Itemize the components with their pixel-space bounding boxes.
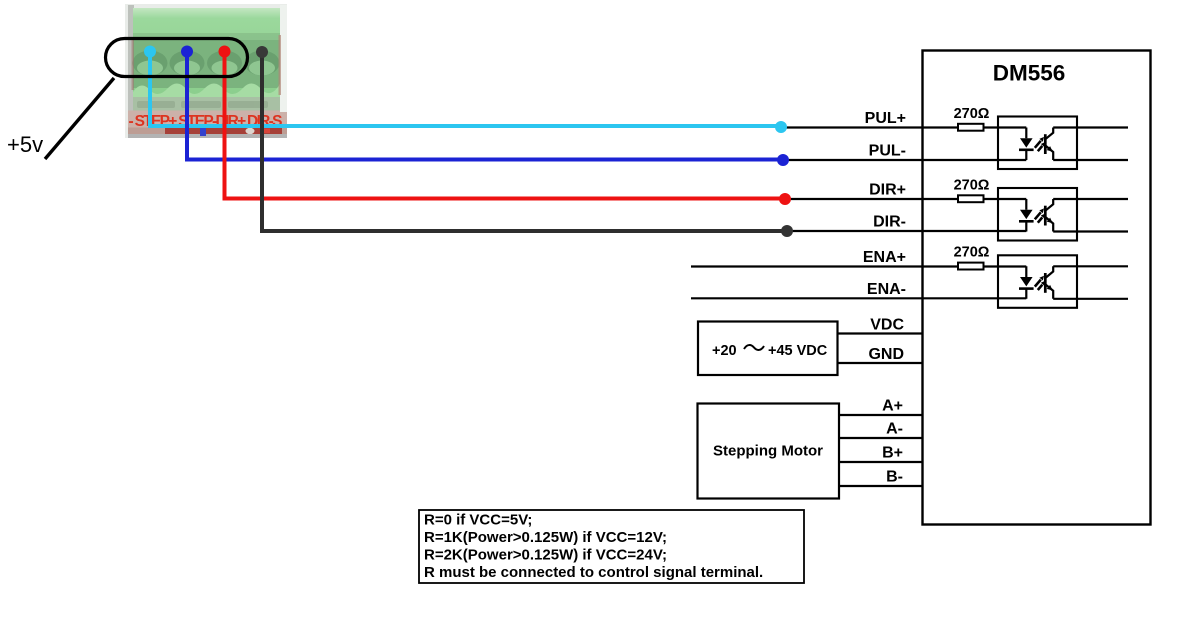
svg-text:270Ω: 270Ω [954, 106, 990, 122]
svg-text:+20: +20 [712, 343, 737, 359]
svg-text:PUL+: PUL+ [865, 110, 906, 127]
svg-text:A-: A- [886, 421, 903, 438]
svg-text:GND: GND [868, 346, 904, 363]
svg-text:R must be connected to control: R must be connected to control signal te… [424, 564, 763, 581]
svg-text:+5v: +5v [7, 132, 43, 157]
svg-text:DIR+: DIR+ [869, 182, 906, 199]
svg-text:B-: B- [886, 469, 903, 486]
svg-text:ENA+: ENA+ [863, 249, 906, 266]
svg-text:DM556: DM556 [993, 61, 1066, 86]
svg-text:R=2K(Power>0.125W) if VCC=24V;: R=2K(Power>0.125W) if VCC=24V; [424, 547, 667, 564]
svg-text:R=1K(Power>0.125W) if VCC=12V;: R=1K(Power>0.125W) if VCC=12V; [424, 529, 667, 546]
svg-text:+45 VDC: +45 VDC [768, 343, 828, 359]
svg-text:Stepping Motor: Stepping Motor [713, 443, 823, 460]
svg-text:A+: A+ [882, 398, 903, 415]
svg-text:VDC: VDC [870, 317, 904, 334]
svg-text:B+: B+ [882, 445, 903, 462]
svg-text:PUL-: PUL- [869, 143, 906, 160]
svg-text:DIR-: DIR- [873, 214, 906, 231]
svg-text:R=0 if VCC=5V;: R=0 if VCC=5V; [424, 512, 532, 529]
svg-text:ENA-: ENA- [867, 281, 906, 298]
